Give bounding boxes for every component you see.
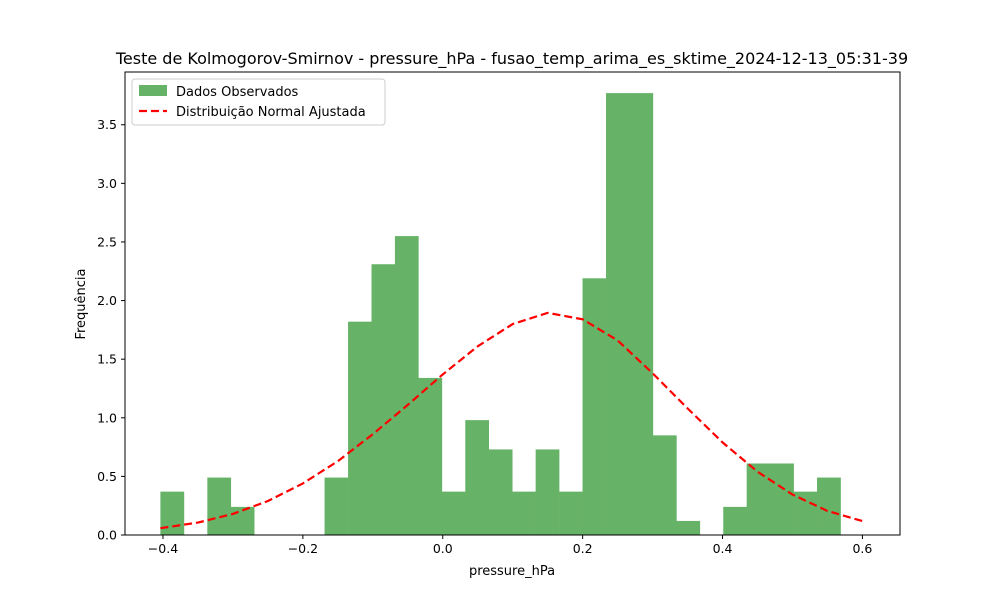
x-tick-label: −0.2 [288, 541, 318, 556]
histogram-bar [488, 449, 513, 535]
y-tick-label: 1.0 [97, 410, 117, 425]
legend-box [131, 78, 386, 126]
histogram-bar [207, 477, 232, 535]
x-tick-label: 0.0 [433, 541, 453, 556]
x-tick-label: 0.4 [713, 541, 733, 556]
histogram-bar [441, 491, 466, 535]
histogram-bar [606, 93, 630, 535]
histogram-bar [652, 435, 677, 535]
legend: Dados Observados Distribuição Normal Aju… [131, 78, 386, 126]
histogram-bar [348, 321, 372, 535]
histogram-bar [465, 420, 490, 535]
y-tick-label: 3.5 [97, 117, 117, 132]
x-tick-label: 0.6 [852, 541, 872, 556]
histogram-bar [582, 278, 607, 535]
x-axis-ticks: −0.4 −0.2 0.0 0.2 0.4 0.6 [148, 535, 872, 556]
histogram-bar [512, 491, 536, 535]
legend-label-histogram: Dados Observados [176, 85, 299, 100]
y-tick-label: 3.0 [97, 176, 117, 191]
histogram-bar [793, 491, 818, 535]
histogram-bar [629, 93, 654, 535]
histogram-bar [394, 236, 419, 535]
chart-title: Teste de Kolmogorov-Smirnov - pressure_h… [115, 49, 908, 69]
y-tick-label: 2.5 [97, 234, 117, 249]
normal-curve-line [160, 311, 865, 530]
histogram-bar [418, 377, 443, 535]
x-tick-label: 0.2 [573, 541, 593, 556]
legend-swatch-histogram [139, 85, 167, 96]
histogram-bar [770, 463, 794, 535]
histogram-bar [160, 491, 185, 535]
y-tick-label: 0.5 [97, 469, 117, 484]
histogram-bar [676, 520, 701, 535]
legend-label-normal-curve: Distribuição Normal Ajustada [176, 105, 366, 120]
y-tick-label: 0.0 [97, 528, 117, 543]
plot-frame [124, 71, 901, 536]
histogram-bar [817, 477, 841, 535]
x-axis-label: pressure_hPa [469, 564, 555, 579]
histogram-bar [371, 264, 396, 535]
y-tick-label: 2.0 [97, 293, 117, 308]
histogram-bar [324, 477, 349, 535]
y-axis-ticks: 0.0 0.5 1.0 1.5 2.0 2.5 3.0 3.5 [97, 117, 125, 543]
histogram-bar [559, 491, 583, 535]
y-axis-label: Frequência [74, 268, 89, 339]
y-tick-label: 1.5 [97, 352, 117, 367]
histogram-bar [723, 506, 747, 535]
histogram-bars [160, 93, 841, 535]
histogram-bar [746, 463, 771, 535]
histogram-bar [535, 449, 560, 535]
histogram-bar [230, 506, 255, 535]
x-tick-label: −0.4 [148, 541, 178, 556]
